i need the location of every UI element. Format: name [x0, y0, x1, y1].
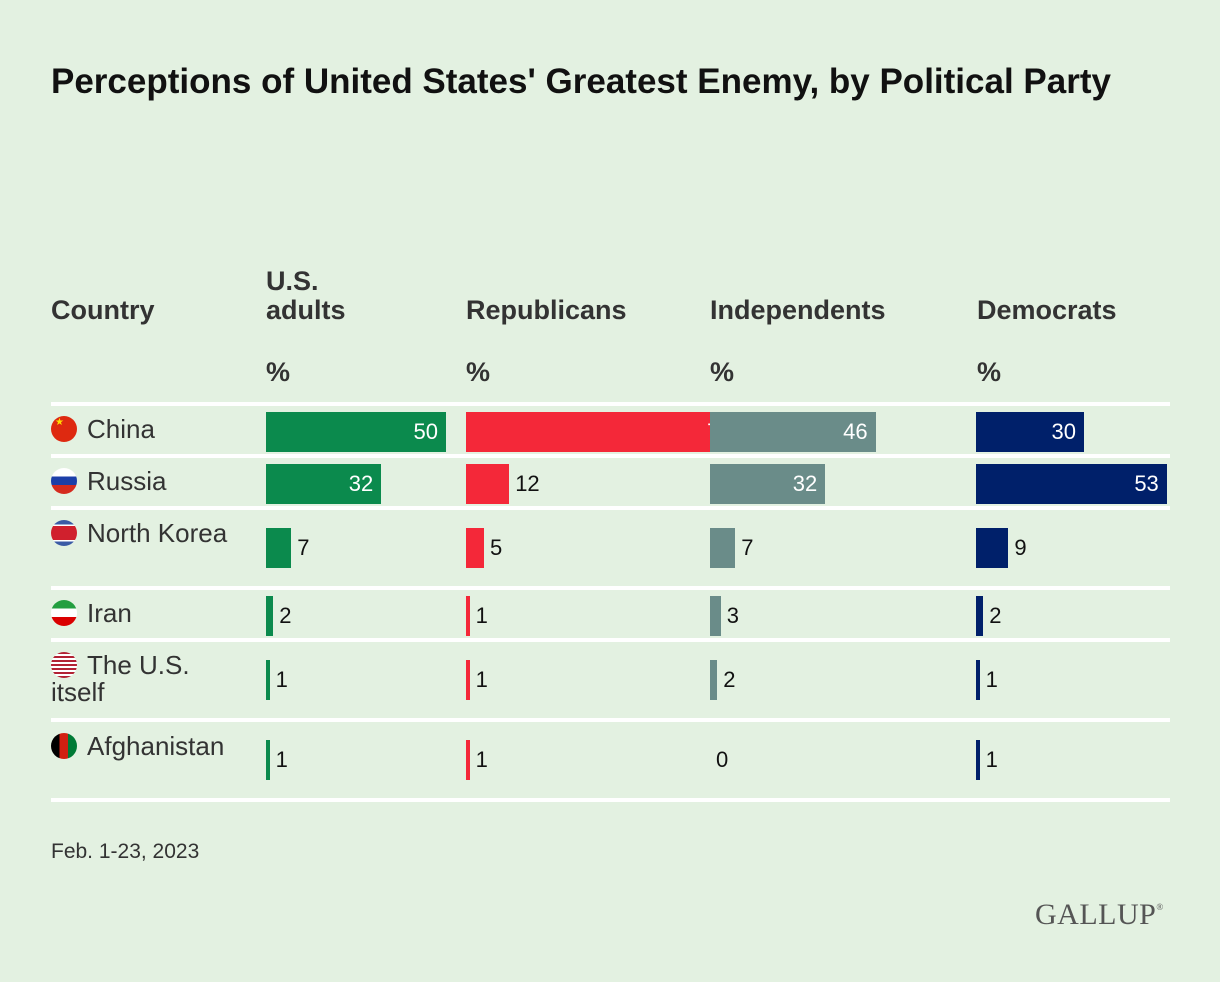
- bar-democrats: [976, 596, 984, 636]
- value-label: 50: [413, 419, 438, 444]
- registered-mark: ®: [1156, 902, 1164, 912]
- value-label: 1: [985, 667, 998, 692]
- value-label: 1: [475, 603, 488, 628]
- us-adults-unit: %: [266, 357, 291, 387]
- value-label: 1: [475, 747, 488, 772]
- country-label: China: [87, 414, 155, 444]
- independents-column-header: Independents: [710, 295, 886, 325]
- row-separator: [51, 586, 1170, 590]
- russia-flag-icon: [51, 468, 77, 494]
- us-adults-column-header: U.S. adults: [266, 266, 346, 325]
- value-label: 32: [348, 471, 374, 496]
- bar-republicans: [466, 660, 470, 700]
- country-label: Iran: [87, 598, 132, 628]
- row-separator: [51, 718, 1170, 722]
- bar-u-s-adults: [266, 660, 270, 700]
- value-label: 9: [1014, 535, 1027, 560]
- value-label: 32: [792, 471, 818, 496]
- value-label: 1: [985, 747, 998, 772]
- bar-independents: [710, 464, 826, 504]
- bar-republicans: [466, 596, 470, 636]
- bar-republicans: [466, 412, 740, 452]
- china-flag-icon: ★: [51, 416, 77, 442]
- country-label: North Korea: [87, 518, 228, 548]
- gallup-logo: GALLUP®: [1035, 898, 1164, 932]
- country-column-header: Country: [51, 295, 155, 325]
- country-label: Russia: [87, 466, 167, 496]
- value-label: 76: [466, 412, 731, 452]
- bar-republicans: [466, 528, 484, 568]
- country-name: Iran: [51, 600, 231, 627]
- value-label: 2: [989, 603, 1002, 628]
- value-label: 46: [843, 419, 868, 444]
- value-label: 1: [475, 667, 488, 692]
- bar-democrats: [976, 660, 980, 700]
- bar-democrats: [976, 412, 1084, 452]
- value-label: 7: [297, 535, 310, 560]
- afghanistan-flag-icon: [51, 733, 77, 759]
- country-name: Afghanistan: [51, 733, 231, 760]
- bar-u-s-adults: [266, 740, 270, 780]
- bar-u-s-adults: [266, 464, 382, 504]
- democrats-column-header: Democrats: [977, 295, 1117, 325]
- country-name: Russia: [51, 468, 231, 495]
- chart-title: Perceptions of United States' Greatest E…: [51, 62, 1111, 101]
- bar-democrats: [976, 528, 1009, 568]
- country-name: ★ China: [51, 416, 231, 443]
- bar-republicans: [466, 740, 470, 780]
- bar-independents: [710, 412, 876, 452]
- democrats-unit: %: [977, 357, 1002, 387]
- bar-u-s-adults: [266, 596, 274, 636]
- row-separator: [51, 798, 1170, 802]
- republicans-unit: %: [466, 357, 491, 387]
- bar-democrats: [976, 740, 980, 780]
- bar-independents: [710, 660, 718, 700]
- bar-independents: [710, 596, 721, 636]
- north-korea-flag-icon: [51, 520, 77, 546]
- bar-republicans: [466, 464, 510, 504]
- iran-flag-icon: [51, 600, 77, 626]
- row-separator: [51, 454, 1170, 458]
- value-label: 5: [490, 535, 503, 560]
- country-name: North Korea: [51, 520, 231, 547]
- row-separator: [51, 506, 1170, 510]
- value-label: 53: [1134, 471, 1159, 496]
- value-label: 0: [716, 747, 729, 772]
- row-separator: [51, 638, 1170, 642]
- republicans-column-header: Republicans: [466, 295, 627, 325]
- star-icon: ★: [55, 417, 64, 428]
- value-label: 1: [275, 747, 288, 772]
- value-label: 12: [515, 471, 540, 496]
- value-label: 3: [726, 603, 740, 628]
- bar-democrats: [976, 464, 1167, 504]
- value-label: 7: [741, 535, 754, 560]
- bar-u-s-adults: [266, 528, 292, 568]
- country-label: The U.S. itself: [51, 650, 190, 707]
- gallup-logo-text: GALLUP: [1035, 898, 1157, 931]
- bar-independents: [710, 528, 736, 568]
- value-label: 2: [723, 667, 736, 692]
- survey-date: Feb. 1-23, 2023: [51, 840, 200, 863]
- value-label: 1: [275, 667, 288, 692]
- row-separator: [51, 402, 1170, 406]
- independents-unit: %: [710, 357, 735, 387]
- bar-u-s-adults: [266, 412, 446, 452]
- us-flag-icon: [51, 652, 77, 678]
- country-name: The U.S. itself: [51, 652, 231, 706]
- country-label: Afghanistan: [87, 731, 225, 761]
- value-label: 30: [1051, 419, 1076, 444]
- value-label: 2: [279, 603, 292, 628]
